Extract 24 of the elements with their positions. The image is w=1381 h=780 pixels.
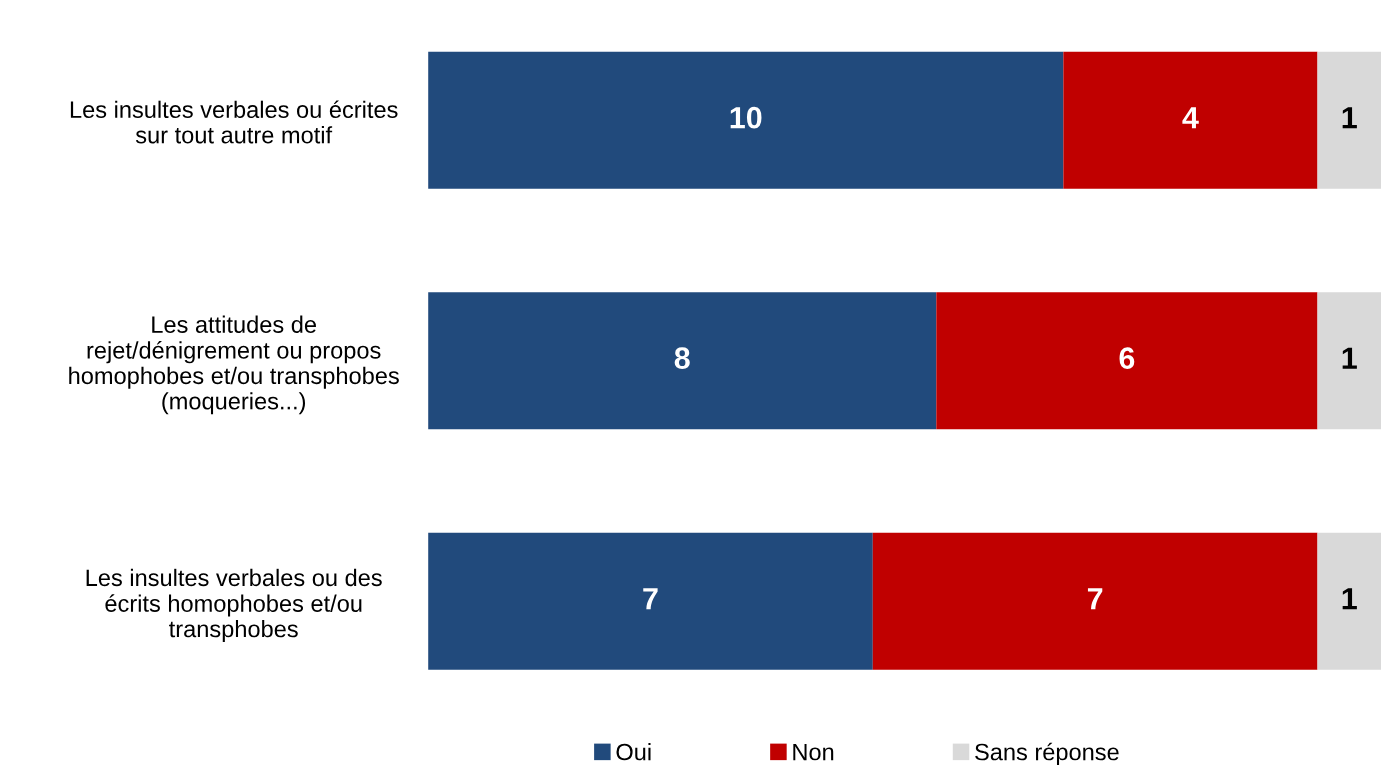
y-tick-label: Les insultes verbales ou écrites sur tout autre motif: [70, 100, 398, 144]
data-label: 8: [674, 347, 690, 369]
legend-label: Sans réponse: [975, 742, 1119, 766]
bar: [428, 292, 937, 430]
data-label: 1: [1342, 588, 1357, 610]
data-label: 1: [1342, 347, 1357, 369]
bar: [428, 532, 873, 670]
data-label: 7: [1087, 588, 1103, 610]
legend-label: Oui: [616, 743, 651, 761]
bar: [1317, 532, 1381, 670]
bar: [1063, 51, 1318, 189]
bar: [936, 292, 1318, 430]
data-label: 7: [643, 588, 658, 610]
y-tick-label: Les attitudes de rejet/dénigrement ou propos homophobes et/ou transphobes (moqueries...): [69, 315, 399, 415]
bar: [872, 532, 1318, 670]
legend-label: Non: [793, 743, 834, 761]
data-label: 6: [1119, 347, 1135, 369]
data-label: 10: [730, 106, 762, 129]
bar: [1317, 51, 1381, 189]
bar: [1317, 292, 1381, 430]
bar: [428, 51, 1064, 189]
data-label: 4: [1182, 107, 1199, 129]
y-tick-label: Les insultes verbales ou des écrits homophobes et/ou transphobes: [86, 568, 382, 643]
data-label: 1: [1342, 107, 1357, 129]
